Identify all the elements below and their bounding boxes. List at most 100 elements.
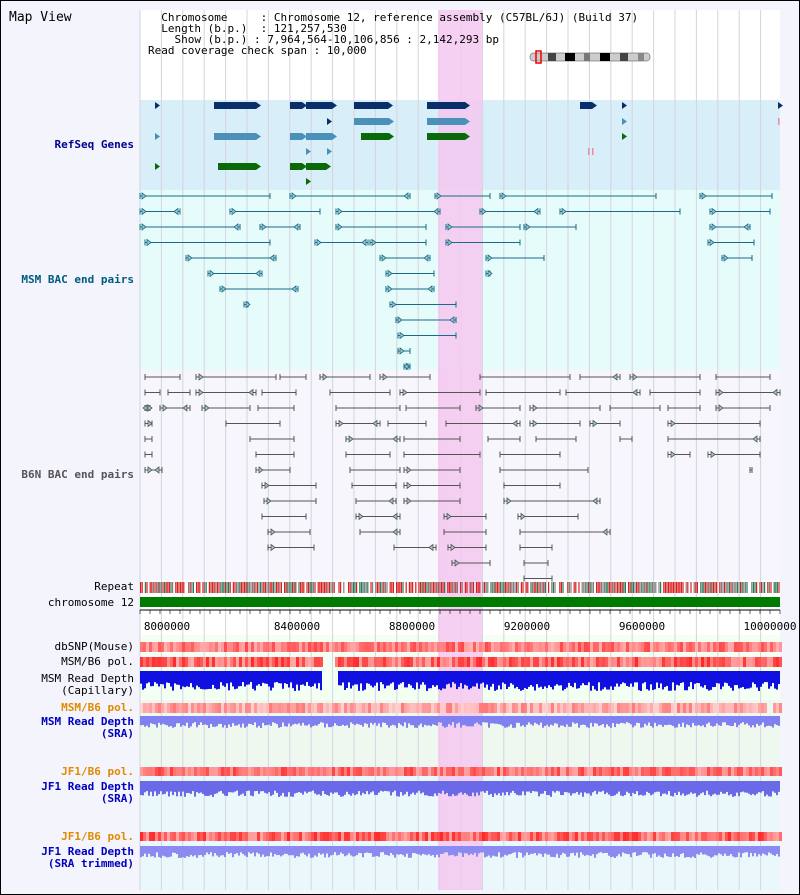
repeat-mark	[706, 582, 708, 593]
read-depth-bar	[746, 781, 748, 793]
read-depth-bar	[186, 781, 188, 793]
repeat-mark	[349, 582, 351, 593]
repeat-mark	[567, 582, 569, 593]
track-label-b6n-bac[interactable]: B6N BAC end pairs	[21, 468, 134, 481]
pol-cell	[602, 832, 605, 841]
pol-cell	[542, 703, 545, 713]
repeat-mark	[608, 582, 610, 593]
pol-cell	[275, 832, 278, 841]
read-depth-bar	[576, 671, 578, 689]
repeat-mark	[192, 582, 194, 593]
read-depth-bar	[478, 781, 480, 796]
read-depth-bar	[566, 716, 568, 725]
read-depth-bar	[180, 716, 182, 727]
pol-cell	[722, 767, 725, 776]
pol-cell	[545, 642, 548, 652]
read-depth-bar	[366, 846, 368, 853]
pol-cell	[680, 642, 683, 652]
b6n-bac-end	[632, 373, 638, 381]
pol-cell	[587, 767, 590, 776]
pol-cell	[365, 832, 368, 841]
read-depth-bar	[346, 781, 348, 792]
pol-cell	[173, 642, 176, 652]
pol-cell	[635, 767, 638, 776]
read-depth-bar	[726, 846, 728, 856]
pol-cell	[179, 642, 182, 652]
pol-cell	[602, 767, 605, 776]
repeat-mark	[624, 582, 626, 593]
read-depth-bar	[656, 716, 658, 727]
pol-cell	[599, 642, 602, 652]
pol-cell	[290, 642, 293, 652]
read-depth-bar	[194, 781, 196, 797]
read-depth-bar	[698, 716, 700, 726]
refseq-gene-tick	[327, 118, 332, 125]
pol-cell	[482, 642, 485, 652]
repeat-mark	[655, 582, 657, 593]
pol-cell	[572, 642, 575, 652]
read-depth-bar	[626, 716, 628, 723]
track-label-msm-bac[interactable]: MSM BAC end pairs	[21, 273, 134, 286]
read-depth-bar	[672, 671, 674, 683]
pol-cell	[503, 703, 506, 713]
pol-cell	[353, 767, 356, 776]
repeat-mark	[495, 582, 497, 593]
read-depth-bar	[410, 846, 412, 858]
pol-cell	[143, 832, 146, 841]
pol-cell	[416, 832, 419, 841]
read-depth-bar	[452, 781, 454, 795]
read-depth-bar	[694, 716, 696, 726]
read-depth-bar	[338, 846, 340, 855]
read-depth-bar	[768, 846, 770, 853]
read-depth-bar	[414, 846, 416, 854]
read-depth-bar	[418, 716, 420, 726]
read-depth-bar	[334, 846, 336, 853]
read-depth-bar	[444, 716, 446, 728]
pol-cell	[158, 767, 161, 776]
read-depth-bar	[474, 846, 476, 853]
pol-cell	[626, 642, 629, 652]
pol-cell	[734, 703, 737, 713]
pol-cell	[677, 832, 680, 841]
pol-cell	[314, 657, 317, 667]
repeat-mark	[381, 582, 383, 593]
read-depth-bar	[470, 716, 472, 727]
read-depth-bar	[724, 846, 726, 854]
b6n-bac-end	[270, 543, 276, 552]
read-depth-bar	[162, 671, 164, 685]
pol-cell	[149, 642, 152, 652]
repeat-mark	[730, 582, 732, 593]
read-depth-bar	[262, 781, 264, 792]
read-depth-bar	[448, 671, 450, 684]
read-depth-bar	[718, 716, 720, 726]
read-depth-bar	[690, 781, 692, 793]
pol-cell	[194, 832, 197, 841]
read-depth-bar	[142, 716, 144, 726]
read-depth-bar	[762, 781, 764, 792]
read-depth-bar	[546, 846, 548, 855]
read-depth-bar	[150, 781, 152, 792]
read-depth-bar	[570, 781, 572, 796]
read-depth-bar	[764, 716, 766, 728]
read-depth-bar	[294, 671, 296, 691]
pol-cell	[542, 657, 545, 667]
pol-cell	[353, 832, 356, 841]
read-depth-bar	[652, 671, 654, 690]
pol-cell	[686, 703, 689, 713]
read-depth-bar	[738, 716, 740, 725]
read-depth-bar	[468, 716, 470, 727]
track-label-msm-depth-sra-sub: (SRA)	[100, 727, 134, 740]
read-depth-bar	[264, 716, 266, 726]
pol-cell	[500, 832, 503, 841]
pol-cell	[533, 657, 536, 667]
repeat-mark	[452, 582, 454, 593]
repeat-mark	[327, 582, 329, 593]
track-label-refseq[interactable]: RefSeq Genes	[54, 138, 134, 151]
pol-cell	[383, 832, 386, 841]
read-depth-bar	[384, 781, 386, 791]
pol-cell	[593, 832, 596, 841]
read-depth-bar	[324, 716, 326, 728]
read-depth-bar	[778, 671, 780, 685]
read-depth-bar	[296, 716, 298, 725]
